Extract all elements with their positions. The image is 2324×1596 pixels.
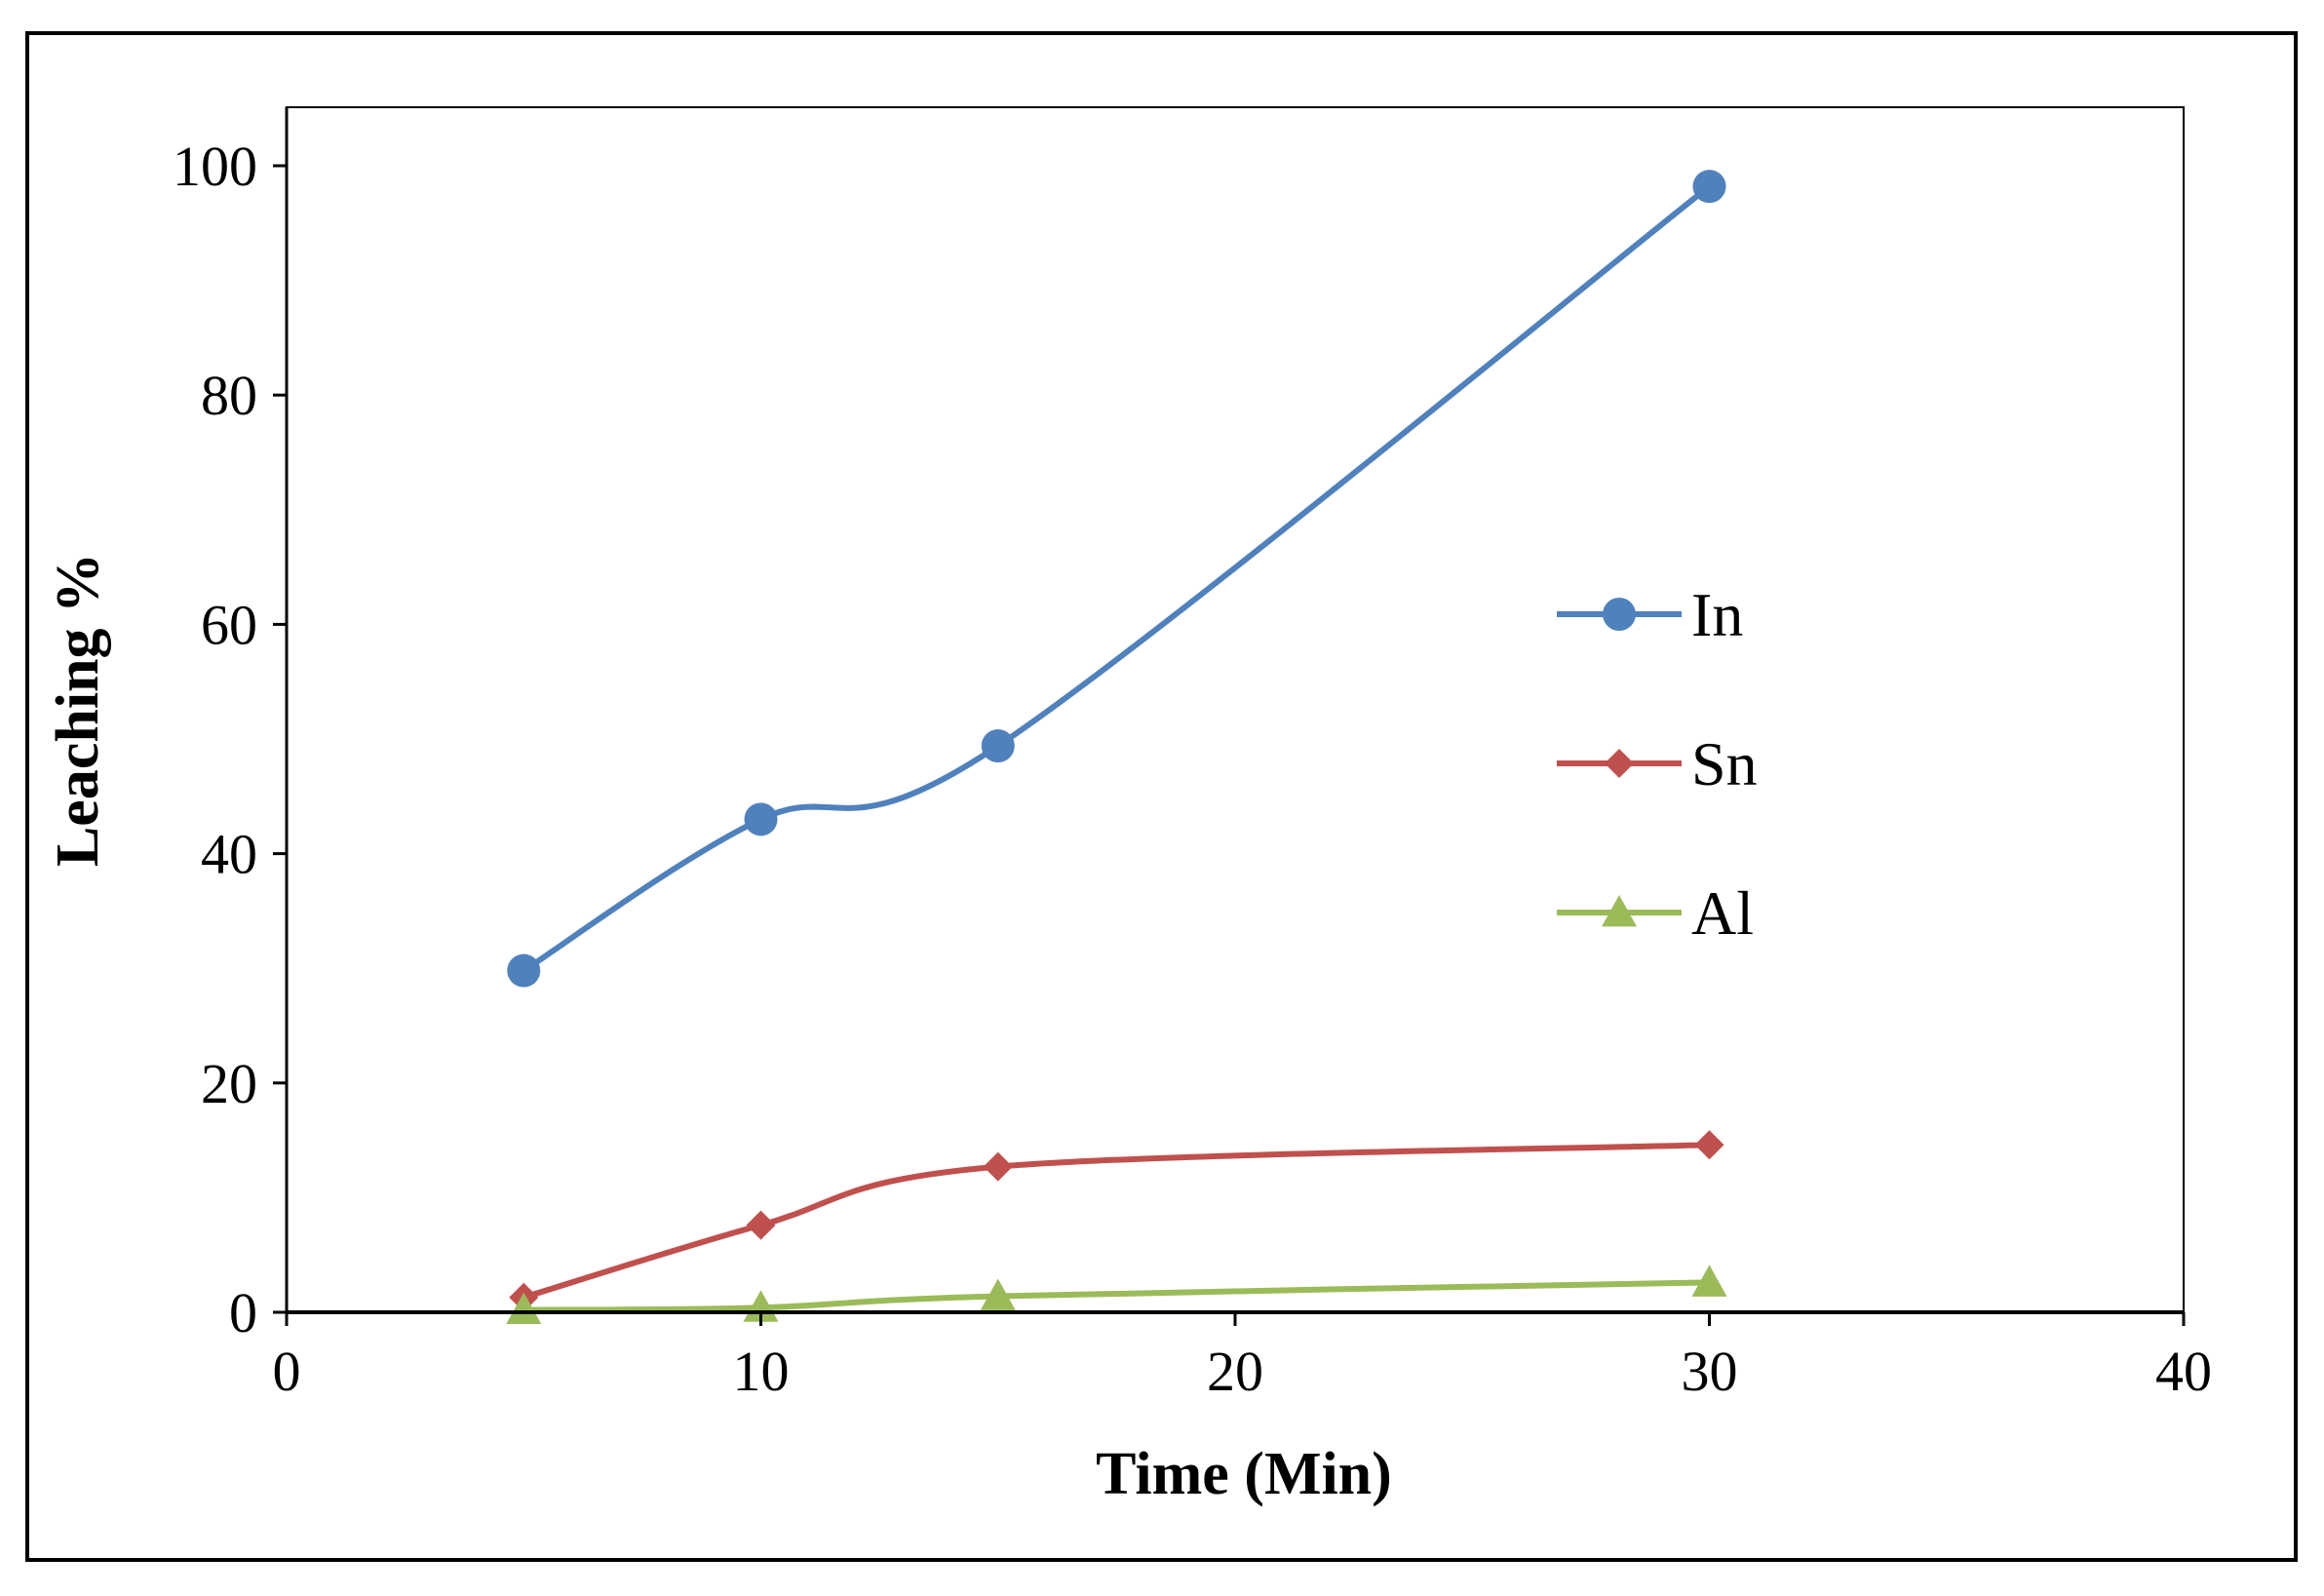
series-line-al — [521, 1279, 1713, 1313]
data-point-al — [1691, 1265, 1727, 1297]
legend-label-in: In — [1691, 580, 1743, 649]
y-tick-label: 0 — [229, 1281, 257, 1344]
axis-layer: 0 10 20 30 40 0 20 40 60 80 100 — [173, 107, 2212, 1403]
data-point-sn — [1694, 1130, 1724, 1160]
y-axis-title: Leaching % — [45, 553, 111, 867]
y-tick-label: 80 — [201, 364, 257, 427]
y-tick-label: 60 — [201, 593, 257, 656]
y-tick-label: 40 — [201, 823, 257, 886]
x-tick-label: 20 — [1207, 1340, 1263, 1403]
x-axis-title: Time (Min) — [1096, 1441, 1392, 1507]
plot-area — [286, 106, 2185, 1313]
y-tick-label: 20 — [201, 1052, 257, 1115]
x-tick-label: 30 — [1682, 1340, 1738, 1403]
x-tick-label: 0 — [273, 1340, 301, 1403]
data-point-in — [507, 954, 541, 988]
data-point-in — [744, 802, 778, 837]
legend-label-sn: Sn — [1691, 729, 1758, 798]
legend: In Sn Al — [1557, 580, 1758, 948]
data-point-sn — [746, 1210, 776, 1240]
x-tick-label: 40 — [2155, 1340, 2212, 1403]
data-point-in — [1692, 170, 1726, 204]
series-line-in — [521, 183, 1713, 974]
y-tick-label: 100 — [173, 135, 257, 198]
series-layer — [506, 170, 1727, 1325]
legend-marker-in — [1603, 598, 1636, 631]
data-point-sn — [983, 1151, 1013, 1182]
data-point-al — [506, 1292, 542, 1325]
x-tick-label: 10 — [733, 1340, 790, 1403]
legend-marker-al — [1602, 895, 1637, 927]
data-point-in — [981, 729, 1015, 763]
legend-marker-sn — [1605, 749, 1634, 778]
data-point-al — [980, 1278, 1016, 1310]
legend-label-al: Al — [1691, 878, 1754, 948]
series-line-sn — [521, 1142, 1713, 1301]
